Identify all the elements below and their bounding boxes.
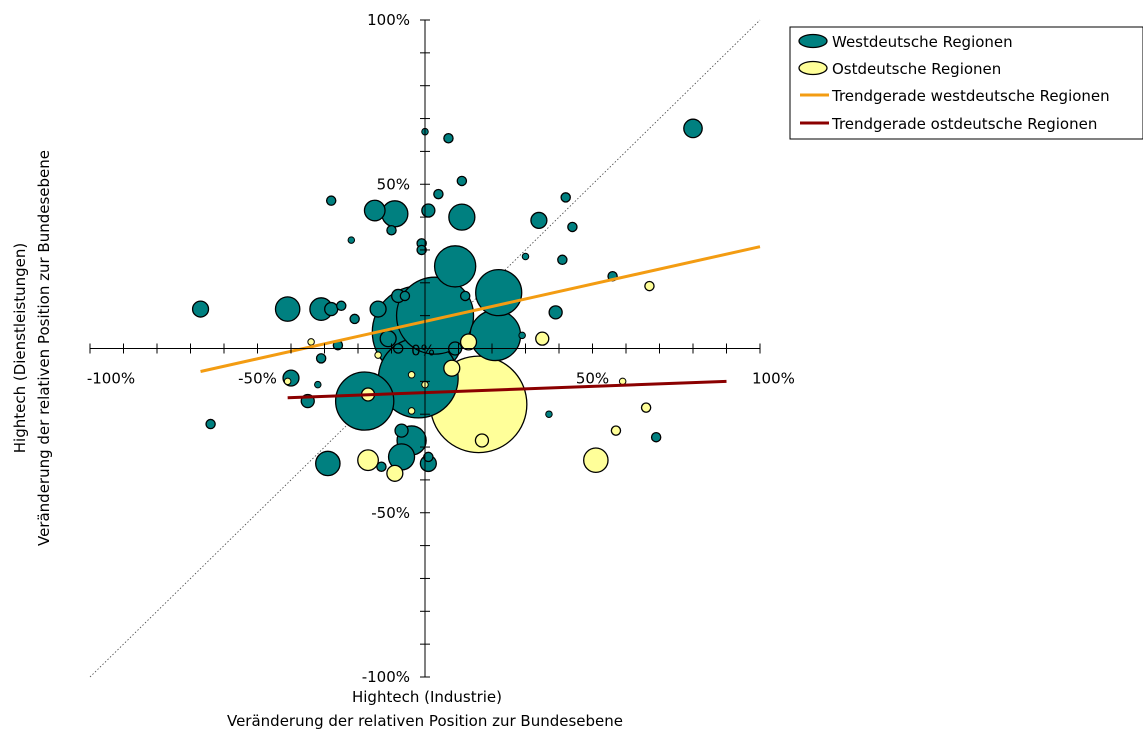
west-region-bubble-53 — [423, 451, 434, 463]
west-region-bubble-26 — [191, 300, 210, 318]
east-region-bubble-5 — [443, 359, 461, 377]
east-region-bubble-15 — [474, 433, 490, 448]
west-region-bubble-24 — [459, 290, 471, 302]
y-axis-title-line-1: Hightech (Dienstleistungen) — [11, 243, 29, 454]
west-region-bubble-56 — [315, 450, 341, 477]
west-region-bubble-47 — [205, 418, 216, 430]
west-region-bubble-30 — [335, 300, 347, 312]
west-region-bubble-14 — [347, 236, 356, 244]
east-region-bubble-6 — [407, 371, 416, 379]
trendline-1 — [287, 379, 727, 400]
west-region-bubble-3 — [456, 175, 468, 187]
west-region-bubble-5 — [560, 192, 571, 203]
legend-label-east-trend: Trendgerade ostdeutsche Regionen — [831, 115, 1097, 133]
y-tick-label-4: 100% — [367, 11, 410, 29]
east-region-bubble-17 — [386, 464, 404, 482]
west-region-bubble-33 — [349, 313, 360, 325]
west-region-bubble-13 — [386, 224, 397, 236]
legend-frame — [789, 26, 1143, 140]
trendline-layer — [200, 245, 761, 400]
west-region-bubble-17 — [521, 252, 530, 261]
west-region-bubble-44 — [314, 380, 322, 389]
west-region-bubble-54 — [376, 461, 387, 473]
west-region-bubble-52 — [650, 431, 662, 443]
west-region-bubble-18 — [557, 254, 568, 266]
west-region-bubble-51 — [545, 410, 553, 418]
bubble-layer — [191, 118, 703, 482]
west-region-bubble-23 — [399, 290, 411, 302]
east-region-bubble-13 — [407, 407, 416, 415]
west-region-bubble-10 — [448, 203, 476, 231]
y-tick-label-3: 50% — [377, 175, 410, 193]
legend-label-west: Westdeutsche Regionen — [832, 33, 1013, 51]
east-region-bubble-4 — [374, 351, 382, 359]
east-region-bubble-2 — [459, 333, 478, 351]
y-axis-title-line-2: Veränderung der relativen Position zur B… — [35, 150, 53, 546]
west-region-bubble-21 — [475, 269, 523, 317]
legend-east-bubble-icon — [798, 60, 828, 76]
west-region-bubble-0 — [683, 118, 703, 139]
east-region-bubble-12 — [640, 402, 652, 413]
legend: Westdeutsche Regionen Ostdeutsche Region… — [789, 26, 1143, 140]
east-region-bubble-3 — [307, 338, 315, 346]
east-region-bubble-1 — [535, 331, 550, 346]
west-region-bubble-27 — [274, 296, 301, 322]
west-region-bubble-29 — [324, 301, 339, 317]
west-region-bubble-4 — [433, 188, 444, 200]
west-region-bubble-31 — [369, 300, 387, 318]
east-region-bubble-18 — [583, 447, 609, 474]
legend-west-bubble-icon — [798, 33, 828, 49]
west-region-bubble-45 — [334, 371, 395, 431]
y-axis-title: Hightech (Dienstleistungen) Veränderung … — [11, 150, 53, 546]
east-region-bubble-7 — [283, 377, 292, 386]
west-region-bubble-19 — [433, 245, 477, 288]
west-region-bubble-12 — [567, 221, 578, 233]
west-region-bubble-32 — [518, 331, 526, 340]
west-region-bubble-34 — [395, 276, 475, 355]
x-tick-label-1: -50% — [238, 370, 277, 388]
east-region-bubble-14 — [610, 425, 622, 436]
west-region-bubble-35 — [469, 309, 522, 362]
legend-label-east: Ostdeutsche Regionen — [832, 60, 1001, 78]
x-tick-label-4: 100% — [752, 370, 795, 388]
west-region-bubble-1 — [443, 133, 454, 144]
legend-label-west-trend: Trendgerade westdeutsche Regionen — [831, 87, 1110, 105]
west-region-bubble-40 — [315, 353, 327, 364]
x-tick-label-0: -100% — [87, 370, 135, 388]
y-tick-label-1: -50% — [371, 504, 410, 522]
west-region-bubble-9 — [381, 200, 409, 228]
x-axis-title-line-1: Hightech (Industrie) — [352, 688, 502, 706]
trendline-0 — [200, 245, 761, 373]
axes: -100% -50% 0% 50% 100% -100% -50% 50% 100% — [87, 11, 795, 686]
west-region-bubble-7 — [421, 203, 436, 218]
x-tick-label-2: 0% — [411, 342, 435, 360]
west-region-bubble-37 — [379, 330, 397, 348]
east-region-bubble-0 — [644, 280, 655, 292]
west-region-bubble-11 — [530, 211, 548, 230]
west-region-bubble-25 — [548, 305, 563, 320]
west-region-bubble-8 — [363, 199, 386, 222]
west-region-bubble-6 — [325, 195, 337, 206]
east-region-bubble-8 — [618, 377, 627, 386]
x-axis-title-line-2: Veränderung der relativen Position zur B… — [227, 712, 623, 730]
west-region-bubble-48 — [394, 423, 409, 438]
x-tick-label-3: 50% — [576, 370, 609, 388]
east-region-bubble-16 — [357, 449, 379, 472]
y-tick-label-0: -100% — [362, 668, 410, 686]
x-axis-title: Hightech (Industrie) Veränderung der rel… — [227, 688, 623, 730]
